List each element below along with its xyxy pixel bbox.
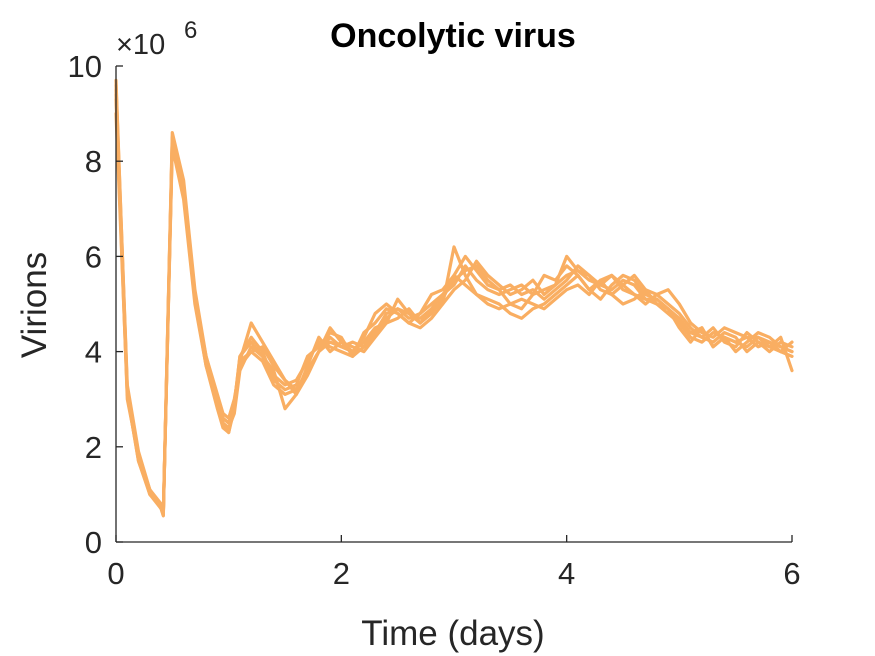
x-axis-label: Time (days): [361, 614, 544, 653]
y-tick-label: 10: [68, 49, 102, 84]
y-tick-label: 4: [85, 335, 102, 370]
y-multiplier: ×10 6: [116, 17, 197, 61]
x-tick-label: 2: [333, 556, 350, 591]
x-tick-label: 6: [783, 556, 800, 591]
y-tick-label: 8: [85, 144, 102, 179]
chart-title: Oncolytic virus: [330, 17, 576, 55]
series-layer: [114, 78, 794, 518]
y-axis-label: Virions: [15, 252, 54, 358]
series-line-2: [114, 88, 794, 518]
y-tick-label: 0: [85, 525, 102, 560]
series-line-6: [114, 112, 794, 517]
y-multiplier-base: ×10: [116, 29, 165, 61]
x-tick-label: 0: [107, 556, 124, 591]
x-tick-label: 4: [558, 556, 575, 591]
series-line-5: [114, 93, 794, 517]
y-tick-label: 6: [85, 239, 102, 274]
series-line-3: [114, 97, 794, 516]
y-multiplier-exponent: 6: [184, 17, 197, 44]
series-line-1: [114, 78, 794, 515]
tick-layer: 0 2 4 6 0 2 4 6 8 10: [68, 49, 801, 591]
series-line-4: [114, 83, 794, 515]
y-tick-label: 2: [85, 430, 102, 465]
